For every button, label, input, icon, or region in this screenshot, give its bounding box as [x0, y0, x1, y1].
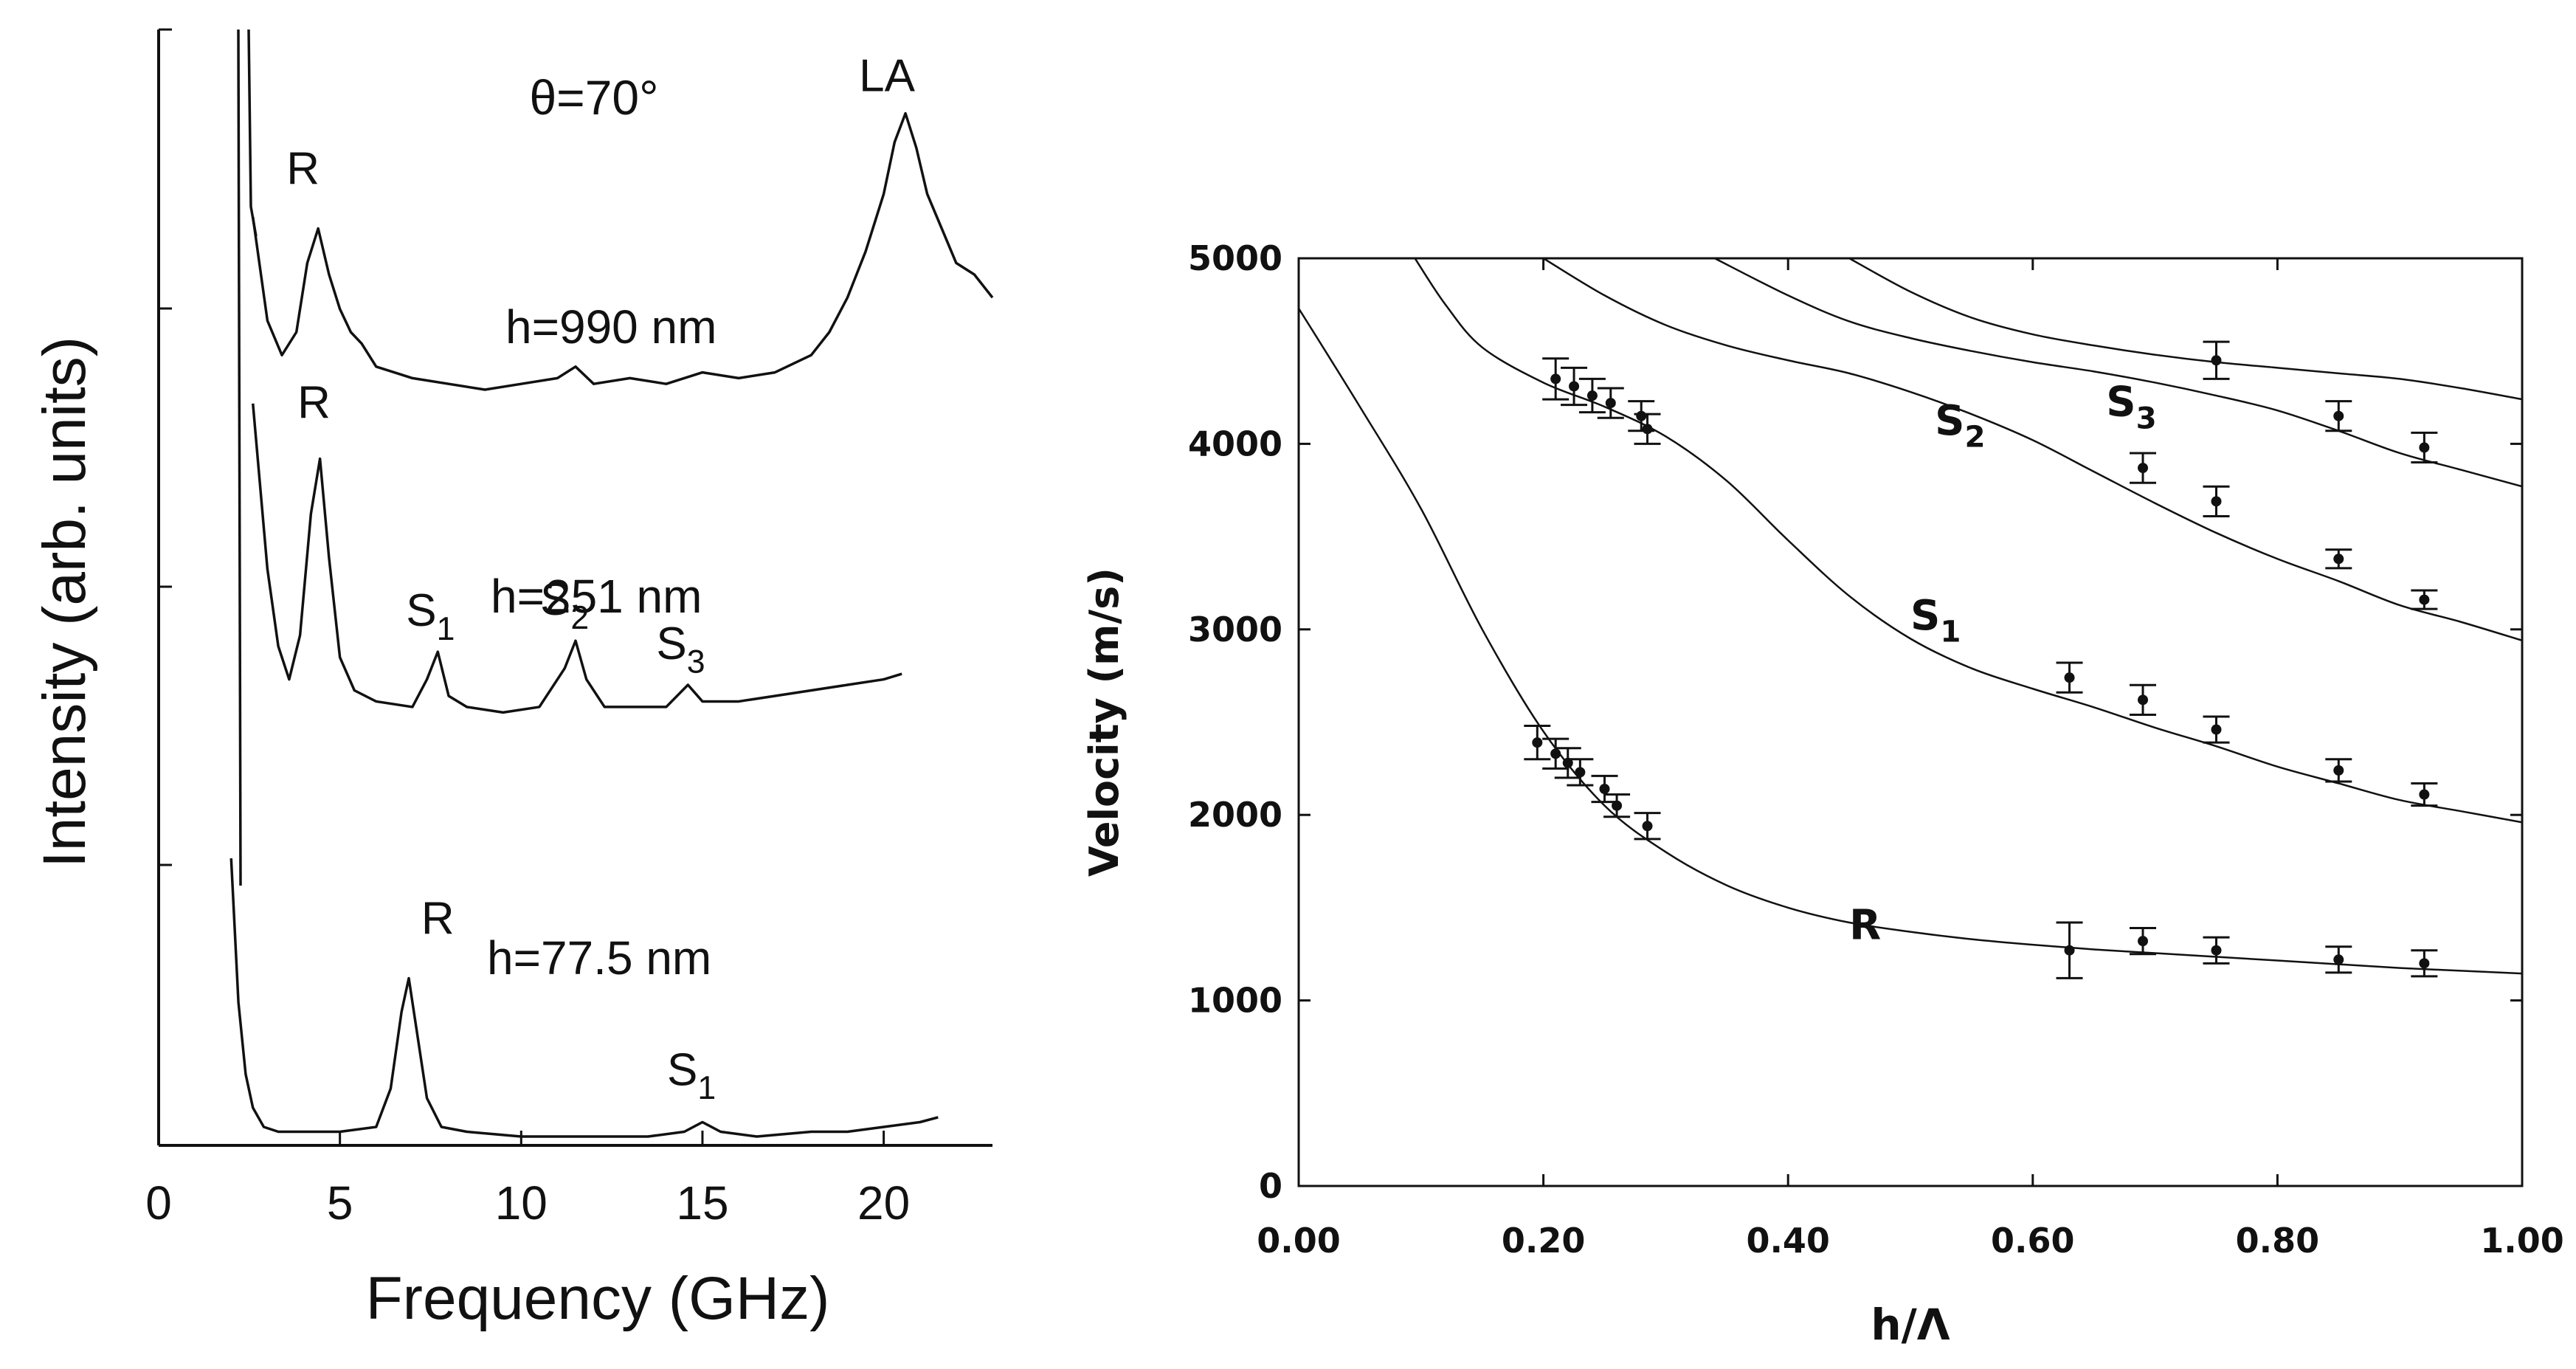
- right-x-tick-label: 1.00: [2480, 1221, 2564, 1261]
- data-point: [2064, 672, 2075, 683]
- curve-label: S1: [1910, 592, 1961, 649]
- right-chart-dispersion: 0.00 0.20 0.40 0.60 0.80 1.00 0 1000 2000 3000 400…: [1081, 238, 2564, 1350]
- peak-label: R: [286, 144, 320, 195]
- data-point: [2333, 954, 2344, 965]
- right-x-axis-title: h/Λ: [1871, 1300, 1950, 1350]
- data-point: [2419, 789, 2430, 800]
- laser-edge-top: [247, 29, 258, 237]
- data-point: [1532, 737, 1543, 748]
- peak-label: R: [297, 378, 331, 429]
- data-point: [1575, 767, 1586, 778]
- data-point: [2138, 694, 2149, 706]
- data-point: [1586, 390, 1598, 401]
- left-chart-spectra: 0 5 10 15 20 Frequency (GHz) Intensity (arb. u…: [31, 28, 994, 1332]
- curve-label: S2: [1935, 397, 1985, 455]
- dispersion-curve-S2: [1542, 258, 2522, 642]
- peak-label: LA: [859, 51, 915, 102]
- data-point: [2211, 945, 2222, 956]
- dispersion-curve-S1: [1414, 258, 2522, 824]
- right-y-tick-label: 5000: [1188, 238, 1282, 278]
- left-y-axis-title: Intensity (arb. units): [31, 337, 98, 868]
- data-point: [1550, 748, 1561, 759]
- left-x-tick-label: 15: [676, 1176, 728, 1230]
- right-x-tick-label: 0.00: [1257, 1221, 1341, 1261]
- peak-label: R: [421, 894, 455, 945]
- laser-edge-mid: [237, 29, 242, 886]
- right-x-tick-label: 0.80: [2236, 1221, 2320, 1261]
- right-x-tick-label: 0.40: [1746, 1221, 1830, 1261]
- data-point: [1636, 410, 1647, 421]
- data-point: [2211, 355, 2222, 366]
- dispersion-curve-R: [1299, 308, 2522, 975]
- left-x-tick-label: 5: [327, 1176, 353, 1230]
- curve-label: R: [1849, 902, 1881, 950]
- right-plot-frame: [1297, 257, 2524, 1187]
- data-point: [1550, 373, 1561, 385]
- data-point: [1642, 821, 1653, 832]
- right-x-tick-label: 0.60: [1991, 1221, 2075, 1261]
- data-point: [2419, 594, 2430, 605]
- left-x-axis-title: Frequency (GHz): [366, 1265, 830, 1332]
- dispersion-curve-upper: [1848, 258, 2522, 401]
- curve-label: S3: [2106, 379, 2156, 436]
- data-point: [1562, 757, 1573, 768]
- spectrum-trace: [229, 858, 939, 1138]
- data-point: [2419, 442, 2430, 453]
- data-point: [1599, 784, 1610, 795]
- left-x-tick-label: 20: [857, 1176, 910, 1230]
- data-point: [2211, 496, 2222, 507]
- data-point: [2064, 945, 2075, 956]
- right-y-tick-label: 2000: [1188, 795, 1282, 835]
- right-y-tick-label: 1000: [1188, 981, 1282, 1021]
- peak-label: S3: [656, 618, 705, 680]
- right-y-tick-label: 4000: [1188, 424, 1282, 463]
- spectrum-trace: [251, 403, 902, 714]
- data-point: [1642, 424, 1653, 435]
- data-point: [2211, 724, 2222, 735]
- curves-group: [1299, 258, 2522, 975]
- spectrum-trace: [252, 111, 994, 391]
- peak-label: S1: [406, 585, 455, 647]
- data-point: [2138, 463, 2149, 474]
- data-point: [2333, 410, 2344, 421]
- peak-label: S1: [667, 1045, 716, 1107]
- data-point: [2333, 554, 2344, 565]
- data-point: [2138, 936, 2149, 947]
- left-x-tick-label: 0: [145, 1176, 172, 1230]
- trace-label-1: h=251 nm: [491, 570, 702, 623]
- data-point: [1569, 381, 1580, 392]
- trace-label-0: h=990 nm: [505, 300, 716, 354]
- annotation-theta: θ=70°: [529, 70, 658, 125]
- peak-label: S2: [540, 574, 589, 636]
- right-x-tick-label: 0.20: [1502, 1221, 1586, 1261]
- data-point: [1612, 800, 1623, 811]
- dispersion-curve-S3: [1714, 258, 2522, 488]
- left-x-tick-label: 10: [495, 1176, 548, 1230]
- data-point: [1605, 398, 1616, 409]
- right-y-tick-label: 0: [1259, 1166, 1282, 1206]
- trace-label-2: h=77.5 nm: [487, 931, 711, 984]
- data-point: [2333, 765, 2344, 776]
- right-y-axis-title: Velocity (m/s): [1081, 568, 1128, 877]
- right-y-tick-label: 3000: [1188, 610, 1282, 649]
- data-point: [2419, 958, 2430, 969]
